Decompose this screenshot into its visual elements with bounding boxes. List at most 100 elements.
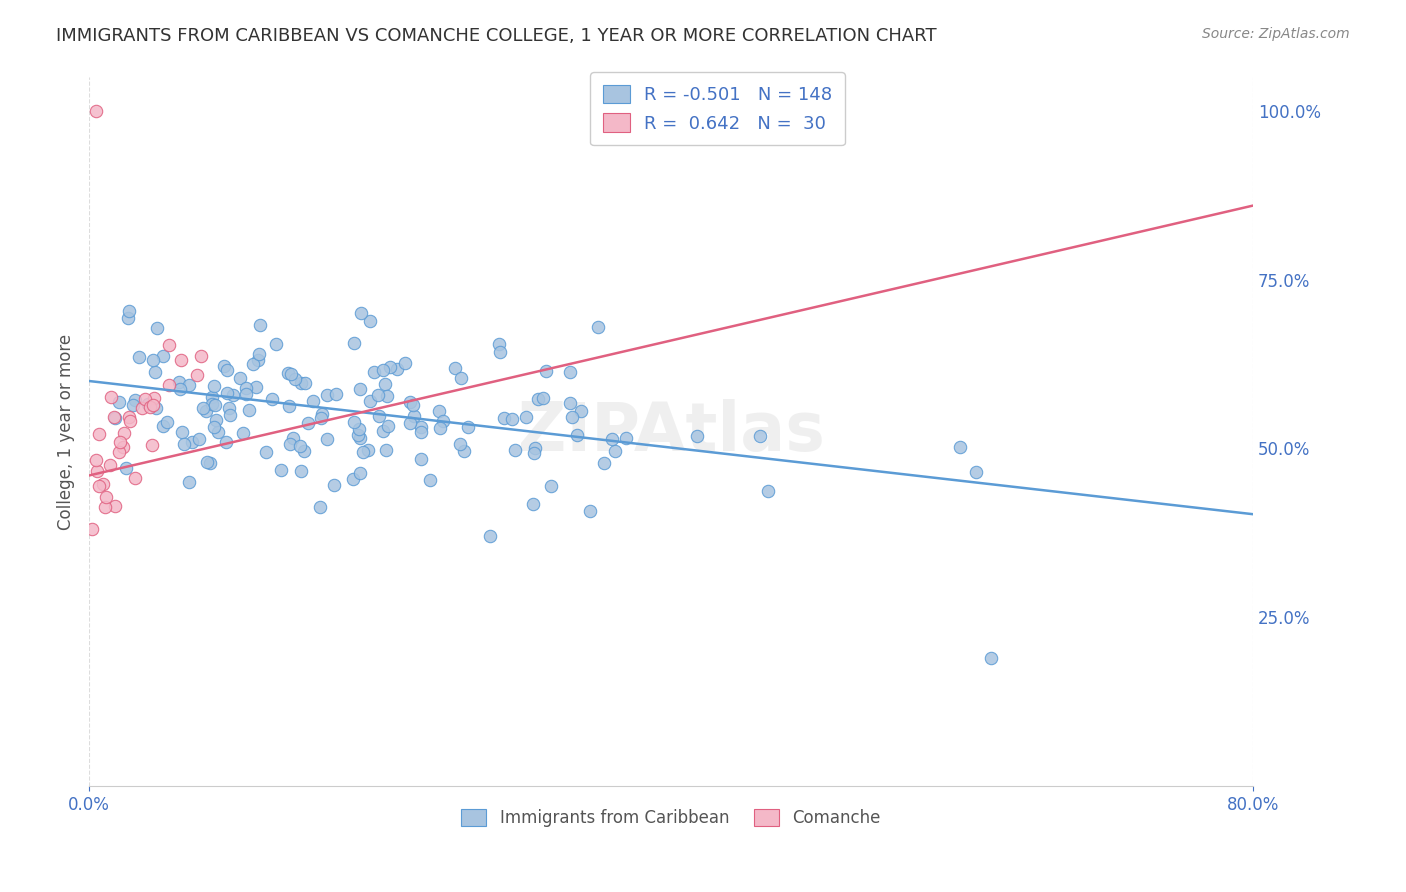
Immigrants from Caribbean — [748, 429, 770, 443]
Comanche — [190, 350, 212, 364]
Immigrants from Caribbean — [152, 349, 174, 363]
Immigrants from Caribbean — [457, 420, 479, 434]
Immigrants from Caribbean — [558, 365, 581, 379]
Immigrants from Caribbean — [221, 388, 243, 402]
Immigrants from Caribbean — [404, 409, 426, 424]
Immigrants from Caribbean — [260, 392, 283, 406]
Immigrants from Caribbean — [949, 440, 972, 454]
Immigrants from Caribbean — [219, 408, 242, 422]
Comanche — [80, 522, 103, 536]
Immigrants from Caribbean — [569, 404, 592, 418]
Immigrants from Caribbean — [380, 359, 402, 374]
Immigrants from Caribbean — [143, 365, 166, 379]
Immigrants from Caribbean — [256, 444, 278, 458]
Immigrants from Caribbean — [377, 418, 399, 433]
Immigrants from Caribbean — [347, 428, 370, 442]
Immigrants from Caribbean — [169, 375, 191, 389]
Immigrants from Caribbean — [427, 403, 450, 417]
Comanche — [157, 378, 180, 392]
Comanche — [104, 499, 127, 513]
Immigrants from Caribbean — [118, 303, 141, 318]
Immigrants from Caribbean — [280, 367, 302, 381]
Immigrants from Caribbean — [450, 371, 472, 385]
Immigrants from Caribbean — [195, 454, 218, 468]
Comanche — [142, 398, 165, 412]
Immigrants from Caribbean — [363, 365, 385, 379]
Comanche — [94, 491, 117, 505]
Comanche — [87, 479, 110, 493]
Immigrants from Caribbean — [398, 416, 420, 430]
Immigrants from Caribbean — [204, 398, 226, 412]
Comanche — [112, 425, 135, 440]
Immigrants from Caribbean — [270, 463, 292, 477]
Immigrants from Caribbean — [373, 376, 395, 391]
Immigrants from Caribbean — [278, 436, 301, 450]
Immigrants from Caribbean — [419, 473, 441, 487]
Immigrants from Caribbean — [173, 437, 195, 451]
Comanche — [134, 392, 156, 406]
Immigrants from Caribbean — [600, 432, 623, 446]
Immigrants from Caribbean — [489, 345, 512, 359]
Immigrants from Caribbean — [349, 382, 371, 396]
Immigrants from Caribbean — [200, 456, 222, 470]
Immigrants from Caribbean — [264, 337, 287, 351]
Immigrants from Caribbean — [277, 399, 299, 413]
Immigrants from Caribbean — [453, 443, 475, 458]
Immigrants from Caribbean — [297, 416, 319, 430]
Immigrants from Caribbean — [402, 398, 425, 412]
Comanche — [86, 464, 108, 478]
Immigrants from Caribbean — [284, 372, 307, 386]
Immigrants from Caribbean — [560, 410, 582, 425]
Immigrants from Caribbean — [522, 497, 544, 511]
Immigrants from Caribbean — [235, 381, 257, 395]
Comanche — [103, 409, 125, 424]
Text: IMMIGRANTS FROM CARIBBEAN VS COMANCHE COLLEGE, 1 YEAR OR MORE CORRELATION CHART: IMMIGRANTS FROM CARIBBEAN VS COMANCHE CO… — [56, 27, 936, 45]
Immigrants from Caribbean — [342, 415, 364, 429]
Immigrants from Caribbean — [375, 442, 398, 457]
Immigrants from Caribbean — [205, 413, 228, 427]
Immigrants from Caribbean — [245, 379, 267, 393]
Immigrants from Caribbean — [567, 428, 589, 442]
Comanche — [131, 401, 153, 415]
Immigrants from Caribbean — [540, 479, 562, 493]
Immigrants from Caribbean — [360, 394, 382, 409]
Y-axis label: College, 1 year or more: College, 1 year or more — [58, 334, 75, 530]
Immigrants from Caribbean — [204, 419, 226, 434]
Immigrants from Caribbean — [215, 363, 238, 377]
Immigrants from Caribbean — [980, 650, 1002, 665]
Immigrants from Caribbean — [124, 393, 146, 408]
Immigrants from Caribbean — [294, 376, 316, 390]
Immigrants from Caribbean — [283, 431, 305, 445]
Immigrants from Caribbean — [593, 456, 616, 470]
Immigrants from Caribbean — [128, 351, 150, 365]
Immigrants from Caribbean — [558, 395, 581, 409]
Immigrants from Caribbean — [605, 444, 627, 458]
Immigrants from Caribbean — [531, 391, 554, 405]
Immigrants from Caribbean — [309, 500, 332, 515]
Immigrants from Caribbean — [115, 460, 138, 475]
Immigrants from Caribbean — [432, 414, 454, 428]
Immigrants from Caribbean — [579, 504, 602, 518]
Immigrants from Caribbean — [411, 451, 433, 466]
Immigrants from Caribbean — [104, 411, 127, 425]
Immigrants from Caribbean — [122, 398, 145, 412]
Immigrants from Caribbean — [302, 394, 325, 409]
Immigrants from Caribbean — [170, 425, 193, 440]
Immigrants from Caribbean — [195, 404, 218, 418]
Immigrants from Caribbean — [207, 425, 229, 440]
Immigrants from Caribbean — [385, 362, 408, 376]
Immigrants from Caribbean — [534, 364, 557, 378]
Comanche — [100, 390, 122, 404]
Immigrants from Caribbean — [218, 401, 240, 415]
Immigrants from Caribbean — [315, 387, 337, 401]
Immigrants from Caribbean — [177, 475, 200, 489]
Immigrants from Caribbean — [492, 410, 515, 425]
Comanche — [84, 453, 107, 467]
Immigrants from Caribbean — [515, 410, 537, 425]
Immigrants from Caribbean — [142, 353, 165, 368]
Comanche — [86, 104, 108, 119]
Immigrants from Caribbean — [686, 428, 709, 442]
Immigrants from Caribbean — [146, 321, 169, 335]
Immigrants from Caribbean — [347, 422, 370, 436]
Comanche — [98, 458, 121, 473]
